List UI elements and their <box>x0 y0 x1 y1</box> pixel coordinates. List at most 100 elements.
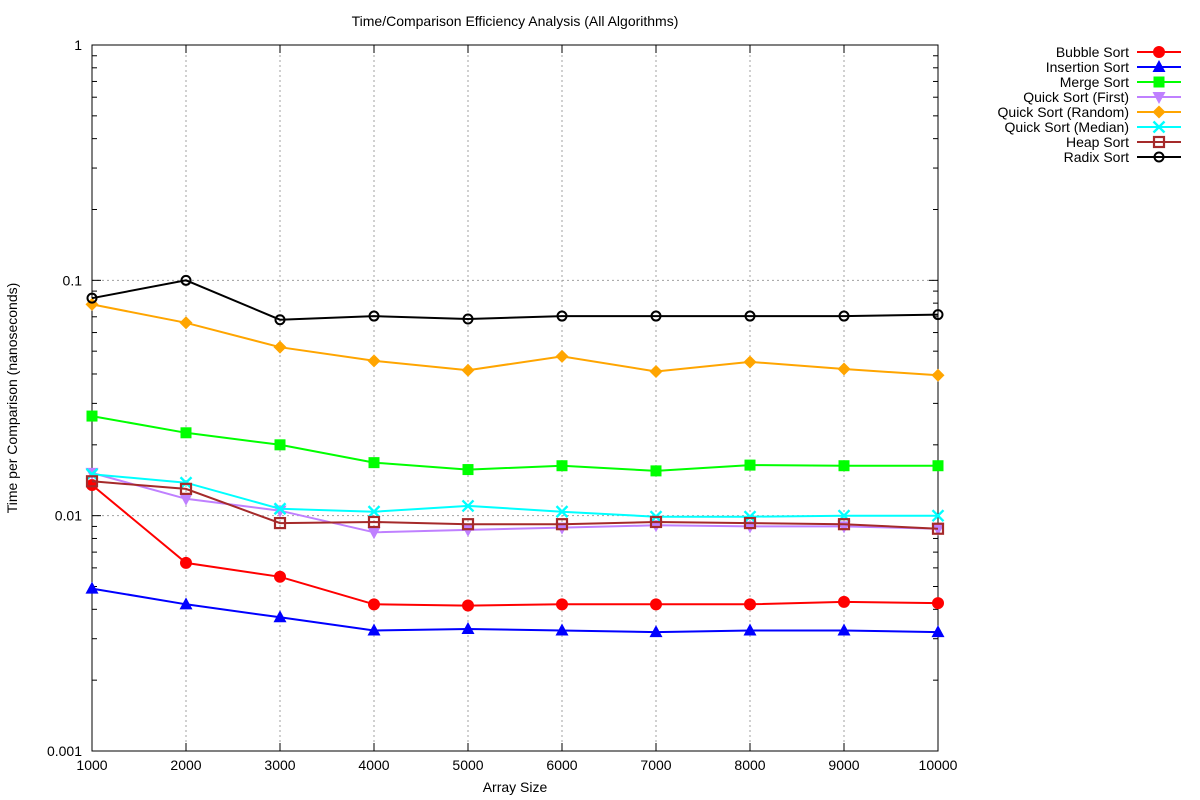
data-point <box>273 340 287 354</box>
series-line <box>91 480 939 530</box>
data-point <box>743 516 757 530</box>
data-point <box>931 625 945 638</box>
data-point <box>555 623 569 636</box>
data-point <box>931 522 945 535</box>
data-point <box>462 464 474 476</box>
axis-ticks: 1000 2000 3000 4000 5000 6000 7000 8000 9000 1000… <box>47 37 958 773</box>
legend-marker <box>1153 46 1165 58</box>
chart-title: Time/Comparison Efficiency Analysis (All… <box>352 13 679 29</box>
legend-marker <box>1152 92 1166 104</box>
series-line <box>91 473 938 518</box>
data-point <box>837 623 851 636</box>
legend-marker <box>1152 120 1166 134</box>
data-point <box>555 518 569 531</box>
series-bubble-sort <box>86 478 944 612</box>
data-point <box>86 410 98 422</box>
data-point <box>555 349 569 363</box>
x-tick-label: 3000 <box>264 757 295 773</box>
data-point <box>838 595 850 608</box>
data-point <box>932 309 944 321</box>
series-heap-sort <box>85 475 945 535</box>
x-tick-label: 10000 <box>919 757 958 773</box>
y-tick-label: 1 <box>74 37 82 53</box>
data-point <box>85 581 99 594</box>
data-point <box>274 314 286 326</box>
legend-label: Quick Sort (First) <box>1023 89 1129 105</box>
x-axis-label: Array Size <box>483 779 548 795</box>
legend-item: Merge Sort <box>1060 74 1181 90</box>
data-point <box>838 310 850 322</box>
series-quick-sort-median <box>85 467 945 524</box>
legend-label: Bubble Sort <box>1056 44 1129 60</box>
data-point <box>273 516 287 530</box>
data-point <box>180 427 192 439</box>
y-axis-label: Time per Comparison (nanoseconds) <box>4 283 20 514</box>
data-point <box>180 274 192 286</box>
legend-label: Merge Sort <box>1060 74 1129 90</box>
legend-label: Quick Sort (Median) <box>1005 119 1129 135</box>
plot-frame <box>91 44 939 752</box>
legend-item: Heap Sort <box>1066 134 1181 150</box>
legend-marker <box>1152 135 1166 149</box>
data-point <box>462 599 474 612</box>
data-point <box>461 499 475 513</box>
data-point <box>273 610 287 623</box>
legend-item: Quick Sort (Random) <box>998 104 1181 120</box>
series-layer <box>85 274 945 638</box>
data-point <box>556 598 568 611</box>
data-point <box>367 623 381 636</box>
data-point <box>744 310 756 322</box>
data-point <box>650 465 662 477</box>
series-line <box>91 303 939 377</box>
data-point <box>649 515 663 529</box>
data-point <box>838 460 850 472</box>
legend-item: Quick Sort (First) <box>1023 89 1181 105</box>
data-point <box>932 597 944 610</box>
data-point <box>274 570 286 583</box>
data-point <box>179 597 193 610</box>
data-point <box>461 524 475 537</box>
data-point <box>650 310 662 322</box>
series-quick-sort-first <box>85 467 945 540</box>
data-point <box>743 510 757 524</box>
data-point <box>85 475 99 488</box>
data-point <box>368 457 380 469</box>
y-tick-label: 0.01 <box>55 508 82 524</box>
data-point <box>461 363 475 377</box>
data-point <box>85 467 99 481</box>
data-point <box>273 502 287 516</box>
data-point <box>179 482 193 495</box>
data-point <box>461 621 475 634</box>
data-point <box>556 460 568 472</box>
data-point <box>931 509 945 523</box>
data-point <box>837 362 851 376</box>
data-point <box>743 623 757 636</box>
data-point <box>932 460 944 472</box>
x-tick-label: 5000 <box>452 757 483 773</box>
data-point <box>367 515 381 529</box>
data-point <box>555 505 569 519</box>
legend-item: Bubble Sort <box>1056 44 1181 60</box>
y-tick-label: 0.1 <box>63 272 83 288</box>
data-point <box>649 364 663 378</box>
y-tick-label: 0.001 <box>47 743 82 759</box>
legend-marker <box>1153 151 1165 163</box>
data-point <box>649 625 663 638</box>
legend-label: Insertion Sort <box>1046 59 1129 75</box>
legend-label: Quick Sort (Random) <box>998 104 1129 120</box>
series-quick-sort-random <box>85 297 945 382</box>
data-point <box>368 598 380 611</box>
series-merge-sort <box>86 410 944 477</box>
legend-item: Insertion Sort <box>1046 59 1181 75</box>
series-line <box>91 279 939 321</box>
x-tick-label: 8000 <box>734 757 765 773</box>
data-point <box>368 310 380 322</box>
legend-label: Heap Sort <box>1066 134 1129 150</box>
x-tick-label: 1000 <box>76 757 107 773</box>
data-point <box>744 459 756 471</box>
data-point <box>931 523 945 536</box>
data-point <box>556 310 568 322</box>
data-point <box>461 518 475 531</box>
series-line <box>91 587 939 634</box>
